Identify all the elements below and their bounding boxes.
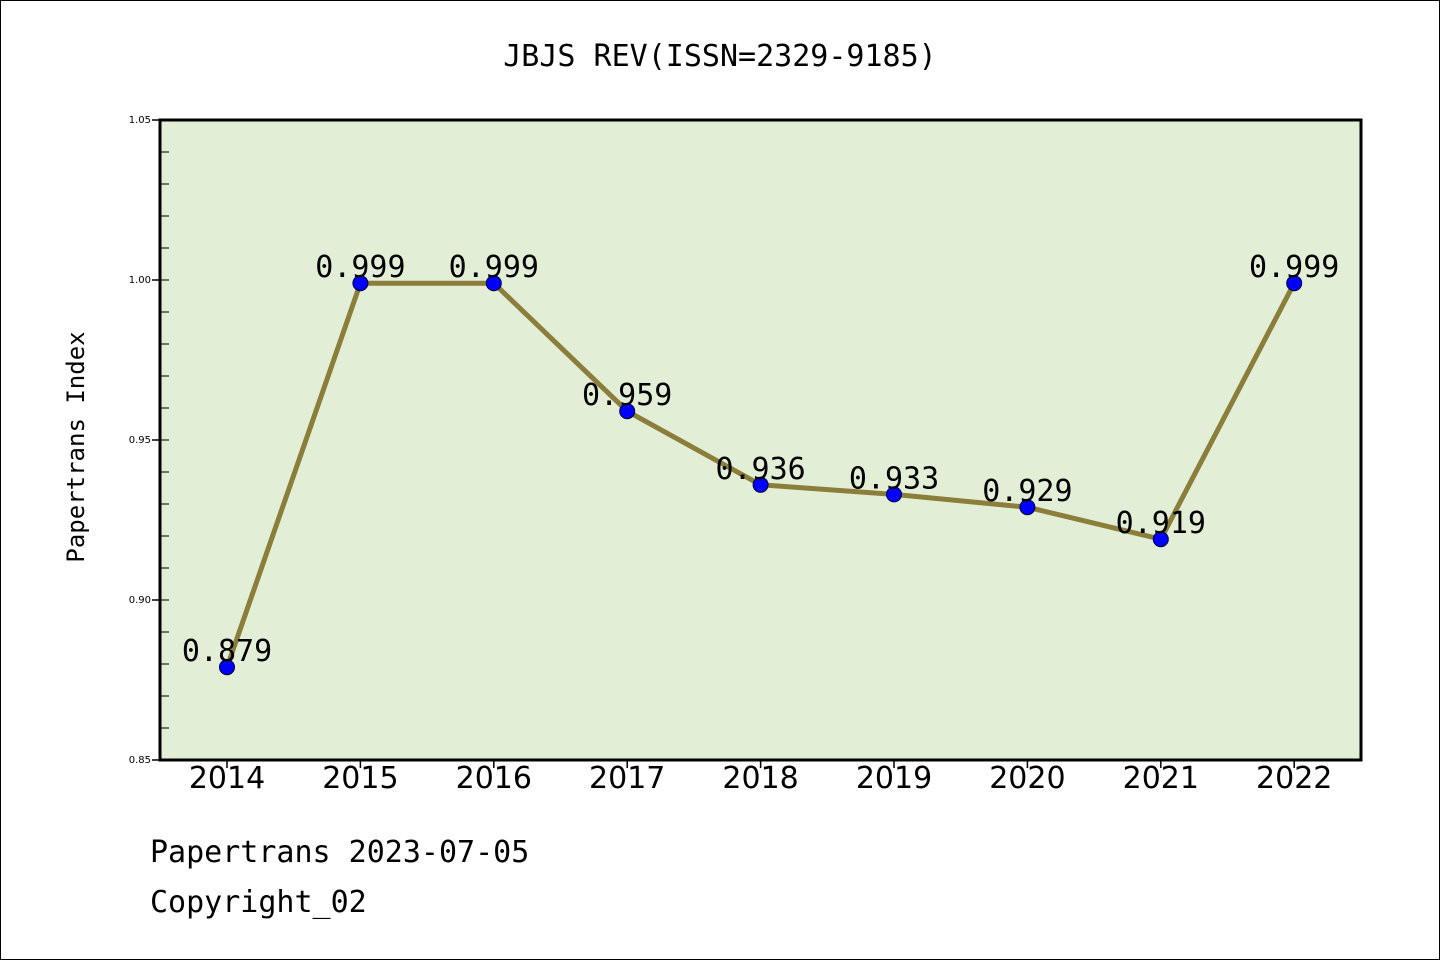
data-point [1286, 275, 1303, 292]
data-label: 0.933 [849, 461, 939, 496]
data-label: 0.999 [315, 250, 405, 285]
x-tick-label: 2017 [589, 761, 665, 796]
plot-area [160, 120, 1361, 760]
data-label: 0.879 [182, 634, 272, 669]
data-point [1152, 531, 1169, 548]
x-tick-label: 2022 [1256, 761, 1332, 796]
data-label: 0.936 [715, 452, 805, 487]
x-tick-label: 2018 [722, 761, 798, 796]
y-tick-label: 1.05 [129, 115, 151, 126]
footer-date: Papertrans 2023-07-05 [150, 835, 530, 870]
y-tick-label: 0.95 [129, 435, 151, 446]
x-tick-label: 2019 [856, 761, 932, 796]
data-label: 0.999 [1249, 250, 1339, 285]
data-point [219, 659, 235, 676]
x-tick-label: 2021 [1123, 761, 1199, 796]
data-point [886, 486, 902, 503]
data-label: 0.959 [582, 378, 672, 413]
plot-border [158, 118, 1363, 762]
chart-title: JBJS REV(ISSN=2329-9185) [503, 39, 936, 74]
x-tick-label: 2016 [456, 761, 532, 796]
y-axis-label: Papertrans Index [62, 331, 90, 562]
y-tick-label: 0.85 [129, 755, 151, 766]
data-point [1019, 499, 1036, 516]
x-tick-label: 2020 [989, 761, 1065, 796]
data-label: 0.929 [982, 474, 1072, 509]
data-label: 0.999 [449, 250, 539, 285]
series-markers [219, 275, 1303, 676]
data-labels: 0.879 0.999 0.999 0.959 0.936 0.933 0.929 0.919… [182, 250, 1340, 669]
data-label: 0.919 [1116, 506, 1206, 541]
y-axis-ticks: 0.85 0.90 0.95 1.00 1.05 [129, 115, 160, 766]
y-tick-label: 1.00 [129, 275, 151, 286]
x-tick-label: 2014 [189, 761, 265, 796]
x-tick-label: 2015 [322, 761, 398, 796]
data-point [752, 476, 769, 493]
y-tick-label: 0.90 [129, 595, 151, 606]
data-point [485, 275, 502, 292]
data-point [352, 275, 369, 292]
data-point [619, 403, 636, 420]
x-axis-ticks: 2014 2015 2016 2017 2018 2019 2020 2021 2022 [189, 760, 1332, 796]
footer-copyright: Copyright_02 [150, 885, 367, 920]
